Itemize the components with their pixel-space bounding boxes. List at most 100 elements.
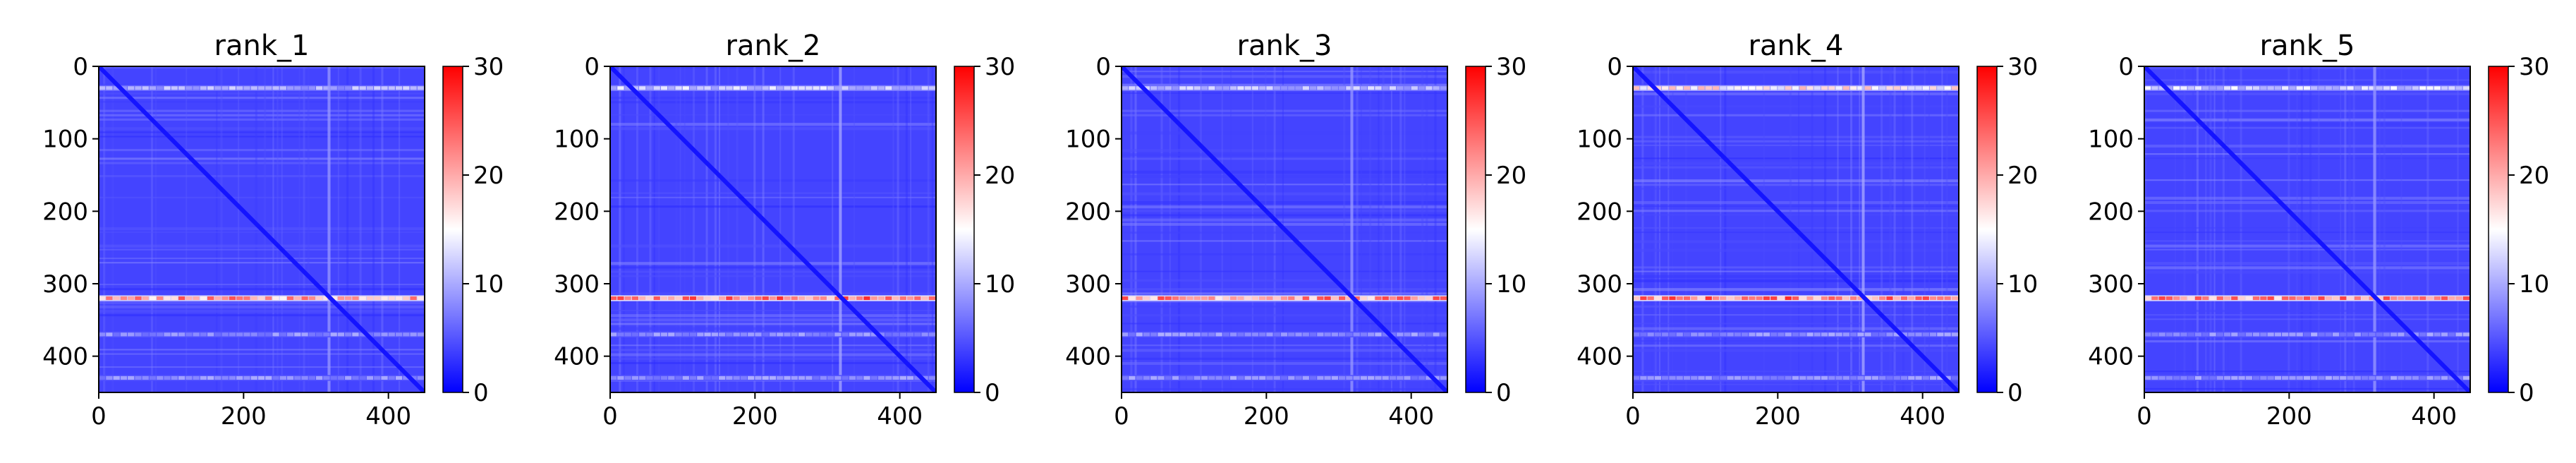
heatmap-cell (2231, 332, 2238, 337)
heatmap-cell (1339, 86, 1346, 90)
y-tick-label: 400 (554, 343, 600, 371)
heatmap-row-stripe (610, 192, 936, 194)
heatmap-cell (1346, 296, 1353, 301)
y-tick-label: 300 (1576, 270, 1622, 299)
heatmap-cell (1886, 86, 1893, 90)
heatmap-cell (1251, 296, 1259, 301)
heatmap-cell (631, 86, 639, 90)
heatmap-row-stripe (2144, 114, 2470, 116)
heatmap-cell (99, 296, 106, 301)
y-tick-label: 300 (554, 270, 600, 299)
heatmap-cell (1324, 296, 1331, 301)
heatmap-cell (1237, 332, 1244, 337)
heatmap-cell (1302, 296, 1309, 301)
colorbar-tick-label: 10 (473, 270, 504, 299)
heatmap-cell (171, 375, 178, 380)
heatmap-col-stripe (1650, 66, 1653, 392)
heatmap-cell (1201, 86, 1208, 90)
heatmap-cell (639, 86, 646, 90)
heatmap-cell (1742, 332, 1749, 337)
heatmap-cell (1382, 375, 1389, 380)
heatmap-cell (617, 86, 624, 90)
heatmap-cell (697, 375, 704, 380)
heatmap-cell (2448, 332, 2455, 337)
heatmap-cell (1288, 86, 1295, 90)
heatmap-cell (359, 86, 366, 90)
heatmap-cell (2325, 86, 2332, 90)
heatmap-col-stripe (381, 66, 384, 392)
heatmap-col-stripe (736, 66, 739, 392)
heatmap-cell (2151, 86, 2158, 90)
heatmap-cell (207, 86, 214, 90)
heatmap-cell (2332, 86, 2340, 90)
heatmap-cell (2253, 332, 2260, 337)
heatmap-col-stripe (372, 66, 375, 392)
heatmap-cell (733, 332, 740, 337)
heatmap-cell (646, 332, 653, 337)
heatmap-cell (1244, 86, 1251, 90)
heatmap-cell (1662, 86, 1669, 90)
heatmap-row-stripe (2144, 196, 2470, 200)
heatmap-row-stripe (1633, 305, 1959, 308)
heatmap-row-stripe (610, 101, 936, 104)
heatmap-col-stripe (2457, 66, 2459, 392)
chart-title: rank_1 (214, 30, 310, 62)
heatmap-cell (1122, 375, 1129, 380)
heatmap-cell (1712, 296, 1720, 301)
heatmap-cell (2144, 296, 2151, 301)
heatmap-cell (1433, 375, 1440, 380)
colorbar-tick-label: 20 (985, 162, 1015, 190)
heatmap-cell (193, 296, 200, 301)
heatmap-cell (660, 332, 668, 337)
heatmap-cell (381, 86, 388, 90)
heatmap-cell (128, 375, 135, 380)
y-tick-label: 200 (1576, 198, 1622, 226)
heatmap-cell (1850, 86, 1857, 90)
heatmap-cell (2376, 375, 2383, 380)
heatmap-col-stripe (2240, 66, 2242, 392)
heatmap-col-stripe (1837, 66, 1839, 392)
heatmap-cell (178, 296, 186, 301)
heatmap-cell (1922, 375, 1929, 380)
heatmap-cell (1929, 86, 1937, 90)
heatmap-cell (128, 296, 135, 301)
heatmap-row-stripe (99, 305, 425, 308)
heatmap-col-stripe (853, 66, 856, 392)
heatmap-cell (286, 332, 294, 337)
heatmap-row-stripe (1633, 248, 1959, 252)
heatmap-col-stripe (905, 66, 908, 392)
heatmap-row-stripe (1633, 162, 1959, 165)
heatmap-col-stripe (792, 66, 795, 392)
heatmap-cell (286, 86, 294, 90)
heatmap-col-stripe (1273, 66, 1276, 392)
heatmap-cell (733, 296, 740, 301)
heatmap-row-stripe (2144, 109, 2470, 112)
heatmap-cell (2441, 375, 2448, 380)
heatmap-cell (1136, 332, 1143, 337)
heatmap-cell (381, 375, 388, 380)
heatmap-cell (2383, 86, 2390, 90)
heatmap-cell (157, 332, 164, 337)
heatmap-row-stripe (1122, 357, 1447, 360)
heatmap-cell (2332, 332, 2340, 337)
heatmap-row-stripe (1122, 200, 1447, 205)
heatmap-cell (2202, 86, 2209, 90)
heatmap-col-stripe (675, 66, 678, 392)
heatmap-col-stripe (272, 66, 274, 392)
heatmap-cell (2390, 375, 2398, 380)
y-tick-label: 400 (42, 343, 88, 371)
heatmap-cell (827, 332, 834, 337)
heatmap-cells (99, 66, 425, 392)
y-tick-label: 100 (2088, 126, 2134, 154)
heatmap-cell (2216, 86, 2223, 90)
heatmap-cell (1785, 375, 1792, 380)
heatmap-row-stripe (99, 258, 425, 260)
heatmap-cell (2289, 296, 2296, 301)
heatmap-cell (2462, 86, 2469, 90)
heatmap-cell (1915, 375, 1922, 380)
heatmap-col-stripe (2183, 66, 2186, 392)
heatmap-cell (777, 332, 784, 337)
heatmap-cell (834, 332, 842, 337)
heatmap-cell (1712, 375, 1720, 380)
heatmap-cell (827, 296, 834, 301)
